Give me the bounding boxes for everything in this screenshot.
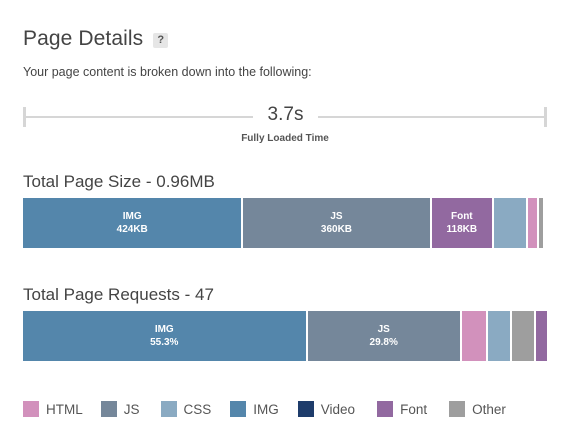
help-icon[interactable]: ? [153,32,169,48]
page-subtitle: Your page content is broken down into th… [23,65,312,79]
segment-value: 55.3% [150,337,179,348]
requests-segment-img[interactable]: IMG 55.3% [23,311,306,361]
legend-item-img: IMG [230,401,279,417]
segment-label: IMG [122,211,142,222]
legend-label: Font [400,401,428,417]
requests-segment-html[interactable] [461,311,486,361]
timeline-end-cap [544,107,547,127]
page-title: Page Details [23,27,144,50]
requests-segment-other[interactable] [511,311,535,361]
legend-label: HTML [46,401,83,417]
content-type-legend: HTML JS CSS IMG Video Font Other [23,401,506,417]
legend-swatch [230,401,247,417]
size-segment-other[interactable] [538,198,543,248]
requests-segment-font[interactable] [536,311,547,361]
legend-item-font: Font [377,401,427,417]
segment-value: 118KB [446,224,478,235]
fully-loaded-time-value: 3.7s [267,104,304,125]
size-segment-css[interactable] [494,198,526,248]
segment-label: JS [377,324,390,335]
legend-swatch [449,401,466,417]
fully-loaded-timeline: 3.7s [23,104,547,130]
legend-label: Video [320,401,356,417]
segment-label: IMG [154,324,174,335]
size-segment-img[interactable]: IMG 424KB [23,198,242,248]
legend-swatch [160,401,177,417]
page-details-header: Page Details ? [23,26,169,52]
legend-swatch [100,401,117,417]
legend-item-other: Other [449,401,506,417]
legend-label: CSS [183,401,212,417]
segment-value: 29.8% [369,337,398,348]
page-size-bar: IMG 424KB JS 360KB Font 118KB [23,198,547,248]
segment-value: 360KB [320,224,353,235]
legend-label: JS [123,401,140,417]
legend-item-css: CSS [160,401,212,417]
size-segment-js[interactable]: JS 360KB [243,198,430,248]
total-page-size-title: Total Page Size - 0.96MB [23,172,215,191]
segment-label: Font [450,211,473,222]
timeline-line-left [23,116,253,118]
total-page-requests-title: Total Page Requests - 47 [23,285,214,304]
legend-item-html: HTML [23,401,83,417]
requests-segment-css[interactable] [487,311,510,361]
size-segment-font[interactable]: Font 118KB [431,198,493,248]
fully-loaded-time-label: Fully Loaded Time [241,133,329,144]
legend-swatch [297,401,314,417]
size-segment-html[interactable] [528,198,537,248]
segment-value: 424KB [116,224,148,235]
requests-segment-js[interactable]: JS 29.8% [307,311,460,361]
timeline-line-right [318,116,547,118]
legend-label: IMG [253,401,279,417]
segment-label: JS [330,211,343,222]
page-requests-bar: IMG 55.3% JS 29.8% [23,311,547,361]
legend-swatch [23,401,39,417]
legend-item-js: JS [100,401,140,417]
legend-label: Other [472,401,506,417]
legend-swatch [377,401,394,417]
legend-item-video: Video [297,401,356,417]
